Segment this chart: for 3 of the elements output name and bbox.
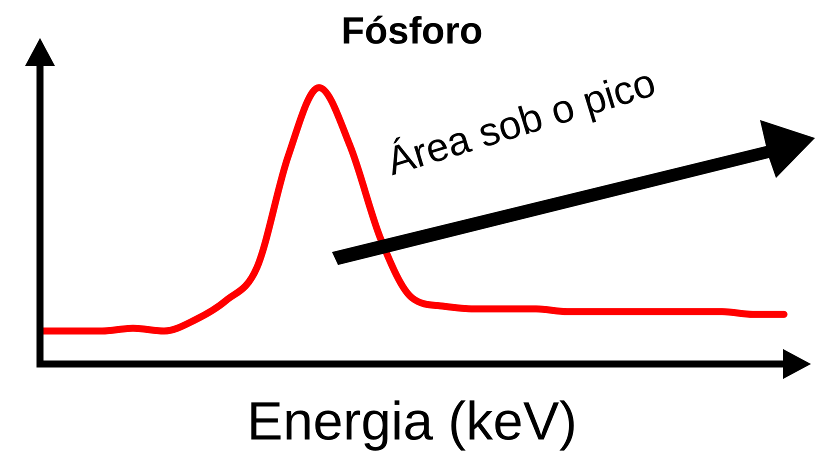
chart-title: Fósforo	[341, 10, 483, 52]
annotation: Área sob o pico	[382, 60, 661, 185]
x-axis-title: Energia (keV)	[246, 391, 578, 452]
